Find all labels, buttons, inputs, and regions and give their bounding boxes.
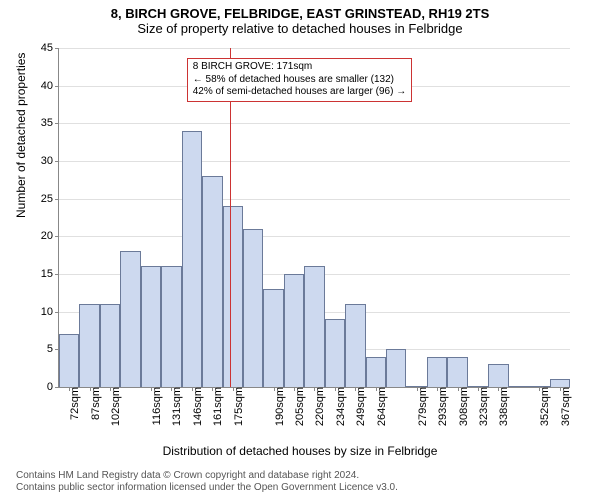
bar [550,379,570,387]
x-tick-mark [274,387,275,391]
x-tick-label: 175sqm [229,387,245,426]
plot-area: 72sqm87sqm102sqm116sqm131sqm146sqm161sqm… [58,48,570,388]
bar-slot: 131sqm [161,48,181,387]
x-axis-label: Distribution of detached houses by size … [0,444,600,458]
x-tick-mark [376,387,377,391]
x-tick-label: 205sqm [290,387,306,426]
x-tick-mark [212,387,213,391]
y-tick-mark [55,387,59,388]
bar-slot [509,48,529,387]
x-tick-label: 264sqm [372,387,388,426]
annotation-line1: 8 BIRCH GROVE: 171sqm [193,61,406,74]
x-tick-mark [314,387,315,391]
bar-slot: 72sqm [59,48,79,387]
x-tick-mark [90,387,91,391]
x-tick-mark [355,387,356,391]
x-tick-label: 116sqm [147,387,163,425]
x-tick-label: 367sqm [556,387,572,426]
x-tick-label: 87sqm [86,387,102,420]
x-tick-mark [110,387,111,391]
x-tick-label: 102sqm [106,387,122,426]
chart-title-line2: Size of property relative to detached ho… [0,21,600,36]
x-tick-label: 249sqm [351,387,367,426]
chart-title-block: 8, BIRCH GROVE, FELBRIDGE, EAST GRINSTEA… [0,0,600,36]
x-tick-mark [437,387,438,391]
y-axis-label: Number of detached properties [14,53,28,218]
bar-slot: 323sqm [468,48,488,387]
x-tick-mark [151,387,152,391]
x-tick-label: 338sqm [494,387,510,426]
bar-slot [120,48,140,387]
bar-slot: 87sqm [79,48,99,387]
bar-slot: 308sqm [447,48,467,387]
bar [447,357,467,387]
bar [202,176,222,387]
bar [509,386,529,387]
bar-slot: 102sqm [100,48,120,387]
bar [304,266,324,387]
x-tick-mark [171,387,172,391]
bar [100,304,120,387]
bar-slot: 352sqm [529,48,549,387]
bar [345,304,365,387]
bar [223,206,243,387]
x-tick-mark [560,387,561,391]
bar [182,131,202,387]
bar [79,304,99,387]
x-tick-label: 146sqm [188,387,204,426]
footer-line2: Contains public sector information licen… [16,482,398,494]
x-tick-mark [192,387,193,391]
x-tick-label: 352sqm [535,387,551,426]
bar [488,364,508,387]
x-tick-mark [458,387,459,391]
x-tick-mark [335,387,336,391]
chart-area: 72sqm87sqm102sqm116sqm131sqm146sqm161sqm… [58,48,570,388]
bar-slot: 116sqm [141,48,161,387]
bar [284,274,304,387]
x-tick-label: 308sqm [454,387,470,426]
x-tick-mark [478,387,479,391]
x-tick-label: 72sqm [65,387,81,420]
chart-title-line1: 8, BIRCH GROVE, FELBRIDGE, EAST GRINSTEA… [0,6,600,21]
x-tick-mark [417,387,418,391]
x-tick-mark [69,387,70,391]
footer-attribution: Contains HM Land Registry data © Crown c… [16,470,398,494]
bar [120,251,140,387]
annotation-line3: 42% of semi-detached houses are larger (… [193,86,406,99]
bar [386,349,406,387]
x-tick-mark [539,387,540,391]
x-tick-label: 323sqm [474,387,490,426]
x-tick-label: 131sqm [167,387,183,426]
bar [161,266,181,387]
bar [263,289,283,387]
x-tick-label: 293sqm [433,387,449,426]
x-tick-label: 220sqm [310,387,326,426]
x-tick-label: 161sqm [208,387,224,426]
bar [141,266,161,387]
footer-line1: Contains HM Land Registry data © Crown c… [16,470,398,482]
x-tick-label: 279sqm [413,387,429,426]
bar [243,229,263,387]
x-tick-label: 234sqm [331,387,347,426]
bar-slot: 367sqm [550,48,570,387]
bar [427,357,447,387]
x-tick-mark [294,387,295,391]
bar-slot: 338sqm [488,48,508,387]
x-tick-label: 190sqm [270,387,286,426]
x-tick-mark [498,387,499,391]
bar [325,319,345,387]
bar [59,334,79,387]
bar-slot: 293sqm [427,48,447,387]
annotation-box: 8 BIRCH GROVE: 171sqm ← 58% of detached … [187,58,412,102]
bar [366,357,386,387]
x-tick-mark [233,387,234,391]
annotation-line2: ← 58% of detached houses are smaller (13… [193,74,406,87]
